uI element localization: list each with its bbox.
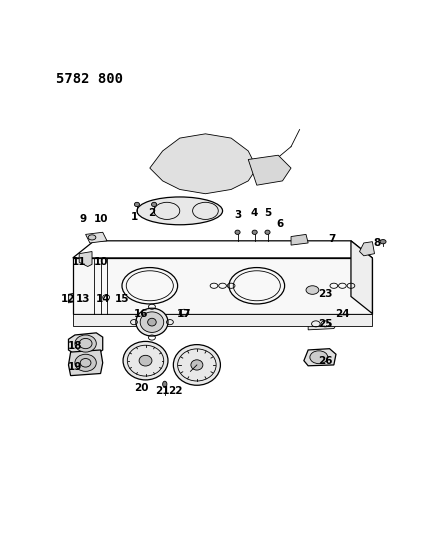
Ellipse shape xyxy=(152,203,157,207)
Polygon shape xyxy=(68,333,103,354)
Polygon shape xyxy=(73,258,372,313)
Ellipse shape xyxy=(173,345,220,385)
Ellipse shape xyxy=(134,203,140,207)
Text: 17: 17 xyxy=(177,309,191,319)
Polygon shape xyxy=(101,292,116,302)
Polygon shape xyxy=(73,313,372,326)
Ellipse shape xyxy=(137,197,223,225)
Text: 9: 9 xyxy=(80,214,87,224)
Polygon shape xyxy=(291,235,308,245)
Text: 12: 12 xyxy=(61,294,76,304)
Text: 26: 26 xyxy=(318,356,333,366)
Polygon shape xyxy=(73,241,372,258)
Ellipse shape xyxy=(380,239,386,244)
Polygon shape xyxy=(118,293,129,302)
Text: 10: 10 xyxy=(93,257,108,267)
Text: 15: 15 xyxy=(115,294,129,304)
Text: 23: 23 xyxy=(318,289,333,300)
Text: 6: 6 xyxy=(277,219,284,229)
Text: 11: 11 xyxy=(72,257,86,267)
Polygon shape xyxy=(248,155,291,185)
Text: 22: 22 xyxy=(168,385,183,395)
Polygon shape xyxy=(323,309,351,317)
Text: 7: 7 xyxy=(328,233,336,244)
Text: 16: 16 xyxy=(134,309,149,319)
Polygon shape xyxy=(308,318,338,330)
Text: 2: 2 xyxy=(149,208,155,218)
Ellipse shape xyxy=(139,356,152,366)
Ellipse shape xyxy=(123,342,168,380)
Text: 13: 13 xyxy=(76,294,91,304)
Ellipse shape xyxy=(136,308,168,336)
Polygon shape xyxy=(83,293,92,303)
Ellipse shape xyxy=(88,235,96,240)
Polygon shape xyxy=(68,350,103,376)
Polygon shape xyxy=(351,241,372,313)
Text: 25: 25 xyxy=(318,319,333,329)
Ellipse shape xyxy=(191,360,203,370)
Text: 5782 800: 5782 800 xyxy=(56,72,123,86)
Text: 24: 24 xyxy=(335,309,350,319)
Ellipse shape xyxy=(306,286,319,294)
Text: 3: 3 xyxy=(234,210,241,220)
Polygon shape xyxy=(86,232,107,243)
Ellipse shape xyxy=(75,335,96,352)
Ellipse shape xyxy=(75,354,96,372)
Polygon shape xyxy=(304,349,336,366)
Polygon shape xyxy=(178,307,192,319)
Text: 10: 10 xyxy=(93,214,108,224)
Ellipse shape xyxy=(235,230,240,235)
Text: 4: 4 xyxy=(251,208,259,218)
Text: 18: 18 xyxy=(68,341,82,351)
Text: 1: 1 xyxy=(131,212,138,222)
Ellipse shape xyxy=(252,230,257,235)
Ellipse shape xyxy=(140,312,164,333)
Polygon shape xyxy=(79,252,92,266)
Ellipse shape xyxy=(148,318,156,326)
Text: 8: 8 xyxy=(373,238,380,248)
Polygon shape xyxy=(68,292,79,303)
Polygon shape xyxy=(150,134,257,193)
Ellipse shape xyxy=(265,230,270,235)
Text: 20: 20 xyxy=(134,383,149,393)
Text: 21: 21 xyxy=(155,385,170,395)
Text: 19: 19 xyxy=(68,362,82,372)
Text: 5: 5 xyxy=(264,208,271,218)
Text: 14: 14 xyxy=(95,294,110,304)
Ellipse shape xyxy=(163,381,167,387)
Ellipse shape xyxy=(310,351,328,364)
Polygon shape xyxy=(360,241,374,256)
